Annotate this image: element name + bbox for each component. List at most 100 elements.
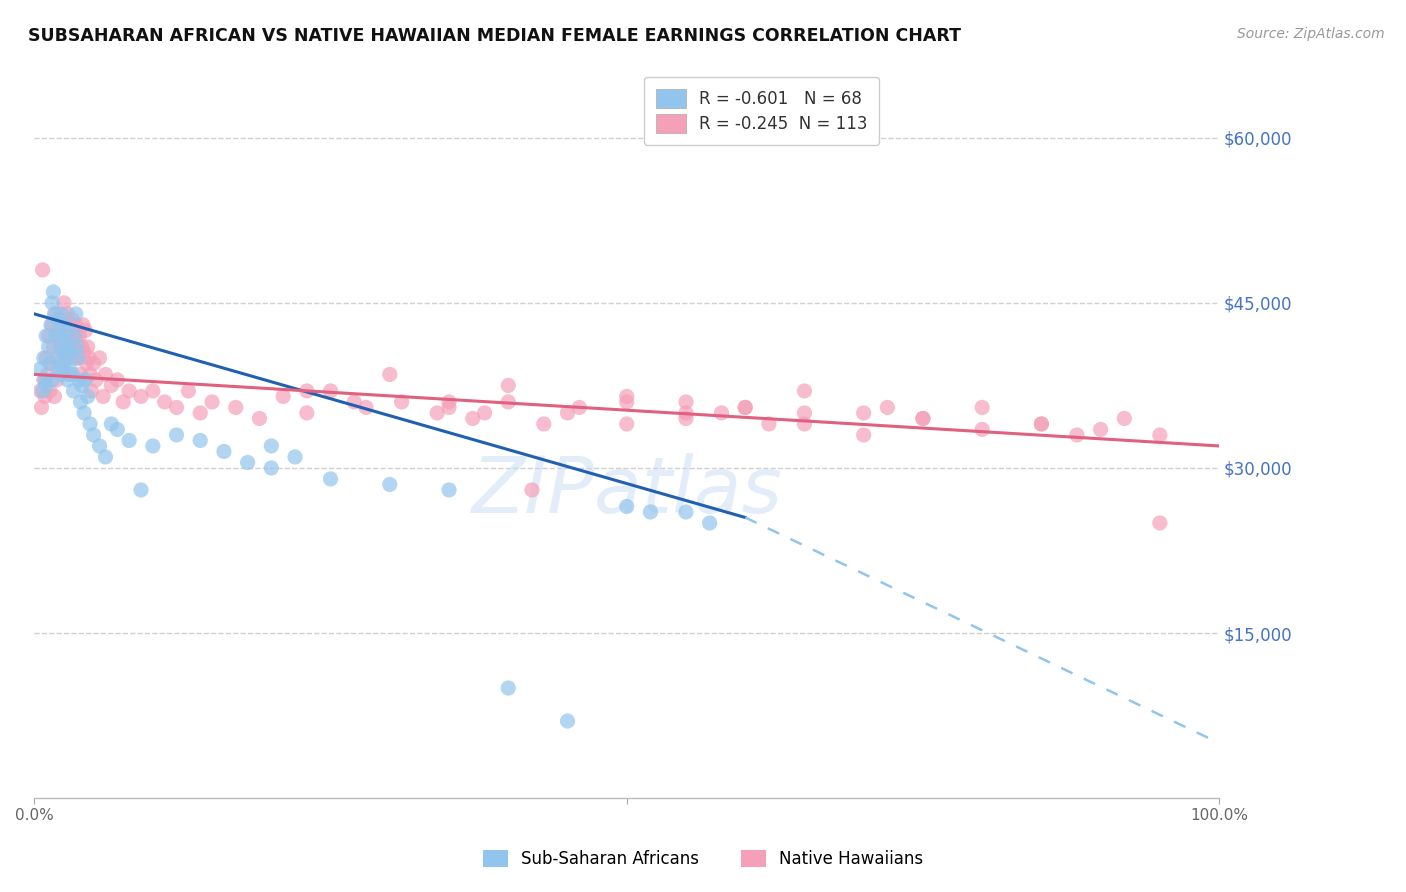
Legend: Sub-Saharan Africans, Native Hawaiians: Sub-Saharan Africans, Native Hawaiians [477, 843, 929, 875]
Point [474, 406, 496, 420]
Point [65, 318, 87, 332]
Point [31, 384, 53, 398]
Point [34, 389, 56, 403]
Point [105, 373, 128, 387]
Point [41, 373, 63, 387]
Point [32, 373, 55, 387]
Point [142, 439, 165, 453]
Point [69, 395, 91, 409]
Point [166, 428, 188, 442]
Point [852, 428, 875, 442]
Point [260, 461, 283, 475]
Point [48, 351, 70, 365]
Point [118, 434, 141, 448]
Point [44, 307, 66, 321]
Point [378, 477, 401, 491]
Point [52, 362, 75, 376]
Point [557, 406, 579, 420]
Point [153, 395, 176, 409]
Point [51, 312, 73, 326]
Point [319, 472, 342, 486]
Point [75, 373, 97, 387]
Point [212, 444, 235, 458]
Point [496, 681, 519, 695]
Point [49, 340, 72, 354]
Point [461, 411, 484, 425]
Point [533, 417, 555, 431]
Point [496, 395, 519, 409]
Point [876, 401, 898, 415]
Point [34, 373, 56, 387]
Point [56, 307, 79, 321]
Point [118, 384, 141, 398]
Point [70, 340, 93, 354]
Point [437, 401, 460, 415]
Point [188, 434, 211, 448]
Point [52, 345, 75, 359]
Point [100, 378, 122, 392]
Point [55, 345, 77, 359]
Point [177, 384, 200, 398]
Legend: R = -0.601   N = 68, R = -0.245  N = 113: R = -0.601 N = 68, R = -0.245 N = 113 [644, 77, 879, 145]
Point [911, 411, 934, 425]
Point [734, 401, 756, 415]
Point [640, 505, 662, 519]
Point [80, 384, 103, 398]
Point [557, 714, 579, 728]
Point [63, 329, 86, 343]
Point [343, 395, 366, 409]
Point [35, 351, 58, 365]
Point [129, 483, 152, 497]
Point [72, 318, 94, 332]
Point [734, 401, 756, 415]
Point [758, 417, 780, 431]
Point [284, 450, 307, 464]
Point [437, 395, 460, 409]
Point [51, 307, 73, 321]
Point [675, 406, 697, 420]
Point [295, 384, 318, 398]
Point [62, 384, 84, 398]
Point [38, 329, 60, 343]
Point [53, 318, 76, 332]
Point [44, 389, 66, 403]
Point [60, 312, 83, 326]
Point [35, 378, 58, 392]
Point [496, 378, 519, 392]
Point [319, 384, 342, 398]
Point [568, 401, 591, 415]
Point [58, 368, 80, 382]
Point [41, 318, 63, 332]
Point [616, 395, 638, 409]
Point [45, 351, 67, 365]
Point [31, 263, 53, 277]
Point [616, 389, 638, 403]
Text: SUBSAHARAN AFRICAN VS NATIVE HAWAIIAN MEDIAN FEMALE EARNINGS CORRELATION CHART: SUBSAHARAN AFRICAN VS NATIVE HAWAIIAN ME… [28, 27, 962, 45]
Point [105, 422, 128, 436]
Point [67, 351, 90, 365]
Point [69, 368, 91, 382]
Point [45, 329, 67, 343]
Point [94, 450, 117, 464]
Point [972, 422, 994, 436]
Point [45, 373, 67, 387]
Point [79, 417, 101, 431]
Point [378, 368, 401, 382]
Point [66, 340, 89, 354]
Point [79, 368, 101, 382]
Point [91, 389, 114, 403]
Point [188, 406, 211, 420]
Point [76, 389, 98, 403]
Point [31, 401, 53, 415]
Point [63, 329, 86, 343]
Point [38, 340, 60, 354]
Point [391, 395, 413, 409]
Point [166, 401, 188, 415]
Point [83, 428, 105, 442]
Point [62, 351, 84, 365]
Point [1149, 516, 1171, 530]
Point [53, 296, 76, 310]
Point [59, 318, 82, 332]
Point [60, 368, 83, 382]
Point [295, 406, 318, 420]
